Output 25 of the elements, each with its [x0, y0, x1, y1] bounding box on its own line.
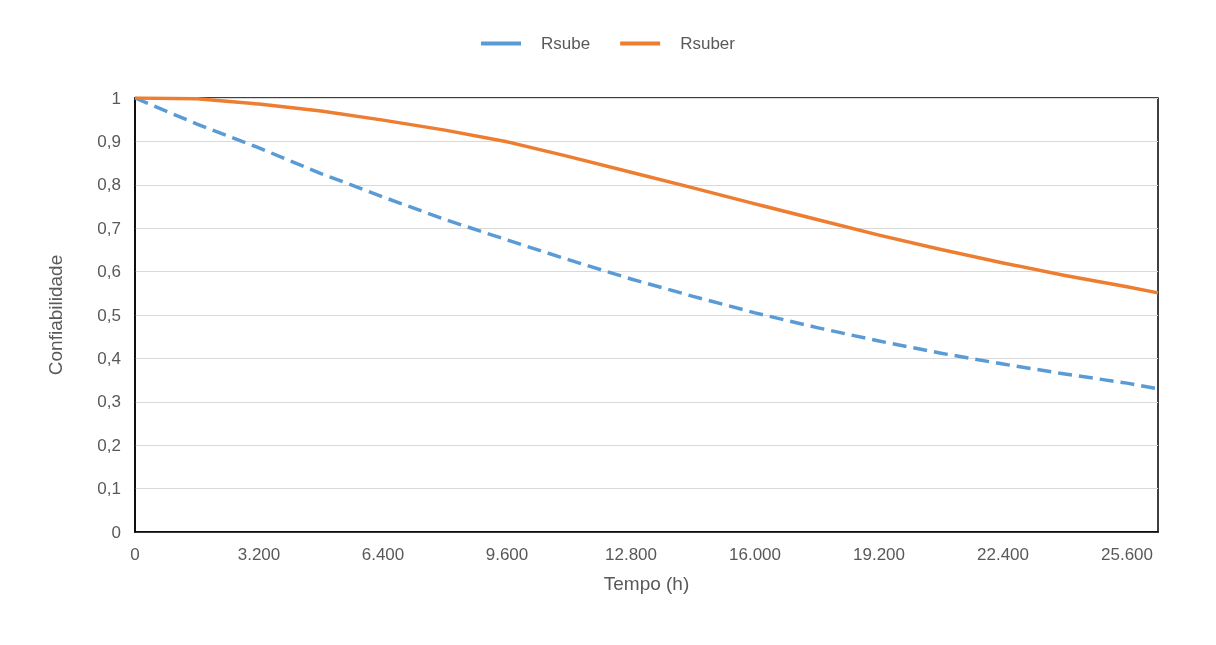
legend-label: Rsube [541, 34, 591, 53]
line-series [133, 96, 1160, 295]
x-axis-title: Tempo (h) [603, 573, 690, 594]
y-tick-label: 0,9 [97, 131, 121, 151]
y-axis-title: Confiabilidade [45, 254, 66, 376]
y-tick-label: 0,4 [97, 348, 121, 368]
y-tick-label: 0 [111, 522, 121, 542]
y-tick-label: 1 [111, 88, 121, 108]
y-tick-label: 0,5 [97, 305, 121, 325]
x-tick-label: 3.200 [237, 545, 281, 564]
y-tick-label: 0,1 [97, 479, 121, 499]
x-tick-label: 6.400 [361, 545, 405, 564]
y-tick-label: 0,6 [97, 262, 121, 282]
x-tick-label: 9.600 [485, 545, 529, 564]
y-tick-label: 0,3 [97, 392, 121, 412]
x-tick-label: 0 [130, 545, 140, 564]
y-tick-label: 0,8 [97, 175, 121, 195]
x-tick-label: 16.000 [729, 545, 781, 564]
x-tick-label: 19.200 [853, 545, 905, 564]
y-tick-label: 0,2 [97, 435, 121, 455]
x-tick-label: 22.400 [977, 545, 1029, 564]
legend-label: Rsuber [680, 34, 736, 53]
y-tick-label: 0,7 [97, 218, 121, 238]
x-tick-label: 12.800 [605, 545, 657, 564]
x-tick-label: 25.600 [1101, 545, 1153, 564]
